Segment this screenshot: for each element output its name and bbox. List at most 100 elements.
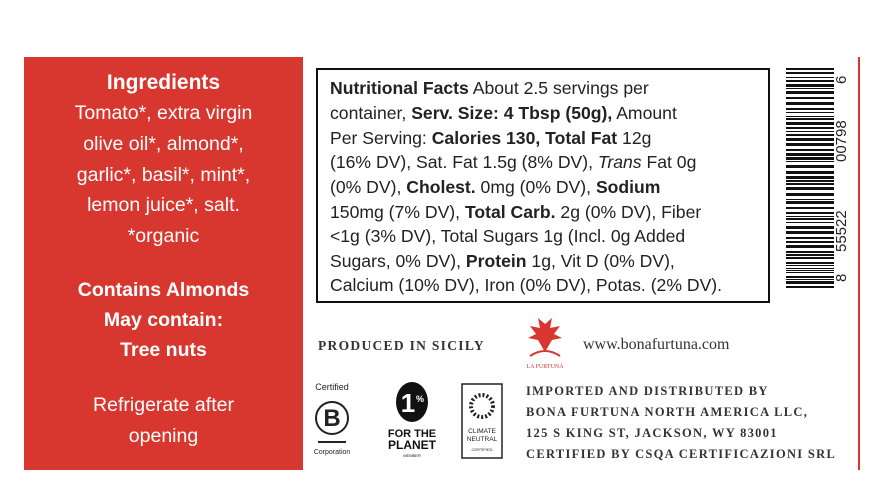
nutrition-text: Cholest. [406, 177, 476, 197]
barcode-bar [786, 265, 834, 266]
allergen-line: May contain: [103, 309, 224, 331]
nutrition-line: Calcium (10% DV), Iron (0% DV), Potas. (… [330, 275, 722, 296]
nutrition-text: 0mg (0% DV), [475, 177, 596, 197]
barcode-bar [786, 268, 834, 269]
importer-line: BONA FURTUNA NORTH AMERICA LLC, [526, 405, 809, 419]
ingredient-panel: Ingredients Tomato*, extra virgin olive … [24, 57, 303, 470]
barcode-bar [786, 72, 834, 74]
barcode-bar [786, 281, 834, 284]
barcode-bars [786, 68, 834, 288]
nutrition-text: (16% DV), Sat. Fat 1.5g (8% DV), [330, 152, 598, 172]
barcode-bar [786, 112, 834, 113]
barcode-bar [786, 257, 834, 259]
barcode-digits: 8 [833, 274, 850, 282]
nutrition-line: Nutritional Facts About 2.5 servings per [330, 78, 649, 99]
barcode-bar [786, 276, 834, 278]
nutrition-text: Calcium (10% DV), Iron (0% DV), Potas. (… [330, 275, 723, 295]
barcode-bar [786, 102, 834, 105]
nutrition-text: Serv. Size: 4 Tbsp (50g), [411, 103, 613, 123]
barcode-bar [786, 207, 834, 209]
badge-text: % [416, 394, 424, 404]
barcode-bar [786, 176, 834, 179]
barcode-bar [786, 122, 834, 125]
nutrition-text: 2g (0% DV), Fiber [555, 202, 702, 222]
furtuna-logo: LA FURTUNA [526, 318, 564, 370]
badge-text: NEUTRAL [467, 436, 498, 443]
badge-shape [396, 382, 428, 422]
nutrition-text: Sugars, 0% DV), [330, 251, 466, 271]
badge-shape [469, 393, 495, 419]
nutrition-text: Calories 130, Total Fat [431, 128, 618, 148]
badge-text: PLANET [388, 438, 437, 452]
nutrition-text: <1g (3% DV), Total Sugars 1g (Incl. 0g A… [330, 226, 686, 246]
nutrition-text: container, [330, 103, 412, 123]
badges: Certified B Corporation 1 % FOR THE PLAN… [314, 382, 503, 459]
barcode-bar [786, 231, 834, 234]
barcode-bar [786, 212, 834, 214]
nutrition-box: Nutritional Facts About 2.5 servings per… [316, 68, 770, 303]
nutrition-text: Amount [612, 103, 677, 123]
nutrition-line: Per Serving: Calories 130, Total Fat 12g [330, 128, 651, 149]
nutrition-line: (16% DV), Sat. Fat 1.5g (8% DV), Trans F… [330, 152, 696, 173]
badge-letter: B [323, 405, 340, 432]
barcode-bar [786, 118, 834, 120]
nutrition-text: Fat 0g [641, 152, 697, 172]
nutrition-line: (0% DV), Cholest. 0mg (0% DV), Sodium [330, 177, 660, 198]
badge-text: CLIMATE [468, 428, 496, 435]
barcode-bar [786, 286, 834, 288]
barcode-bar [786, 116, 834, 117]
barcode-bar [786, 241, 834, 243]
importer-line: IMPORTED AND DISTRIBUTED BY [526, 384, 769, 398]
nutrition-text: 150mg (7% DV), [330, 202, 465, 222]
ingredient-line: olive oil*, almond*, [83, 133, 244, 155]
nutrition-text: Protein [465, 251, 527, 271]
barcode-bar [786, 149, 834, 151]
allergen-line: Contains Almonds [77, 279, 250, 301]
importer-line: 125 S KING ST, JACKSON, WY 83001 [526, 426, 778, 440]
barcode-bar [786, 108, 834, 110]
barcode-bar [786, 77, 834, 78]
ingredient-line: Tomato*, extra virgin [74, 102, 253, 124]
barcode: 8 55522 00798 6 [786, 68, 850, 288]
nutrition-text: Sodium [595, 177, 661, 197]
barcode-bar [786, 157, 834, 160]
barcode-bar [786, 187, 834, 190]
barcode-bar [786, 254, 834, 256]
barcode-bar [786, 131, 834, 132]
badge-text: CERTIFIED [471, 447, 492, 452]
allergen-line: Tree nuts [120, 339, 207, 361]
barcode-bar [786, 91, 834, 94]
barcode-bar [786, 237, 834, 239]
barcode-bar [786, 270, 834, 271]
nutrition-text: Nutritional Facts [330, 78, 469, 98]
barcode-bar [786, 84, 834, 87]
importer-line: CERTIFIED BY CSQA CERTIFICAZIONI SRL [526, 447, 837, 461]
barcode-bar [786, 262, 834, 264]
barcode-bar [786, 199, 834, 200]
barcode-bar [786, 218, 834, 220]
barcode-bar [786, 193, 834, 196]
logo-mark [529, 350, 561, 357]
ingredient-line: lemon juice*, salt. [87, 194, 240, 216]
barcode-bar [786, 161, 834, 162]
barcode-bar [786, 180, 834, 182]
barcode-bar [786, 183, 834, 185]
barcode-bar [786, 127, 834, 129]
nutrition-line: 150mg (7% DV), Total Carb. 2g (0% DV), F… [330, 202, 701, 223]
barcode-bar [786, 222, 834, 223]
barcode-bar [786, 279, 834, 280]
nutrition-text: (0% DV), [330, 177, 407, 197]
barcode-bar [786, 134, 834, 136]
barcode-bar [786, 251, 834, 253]
barcode-bar [786, 97, 834, 99]
storage-line: Refrigerate after [93, 394, 234, 416]
badge-number: 1 [401, 388, 415, 418]
storage-line: opening [128, 425, 199, 447]
barcode-bar [786, 171, 834, 174]
logo-mark [528, 318, 562, 352]
nutrition-line: Sugars, 0% DV), Protein 1g, Vit D (0% DV… [330, 251, 675, 272]
barcode-bar [786, 153, 834, 156]
badge-text: FOR THE [388, 428, 436, 440]
barcode-bar [786, 80, 834, 82]
